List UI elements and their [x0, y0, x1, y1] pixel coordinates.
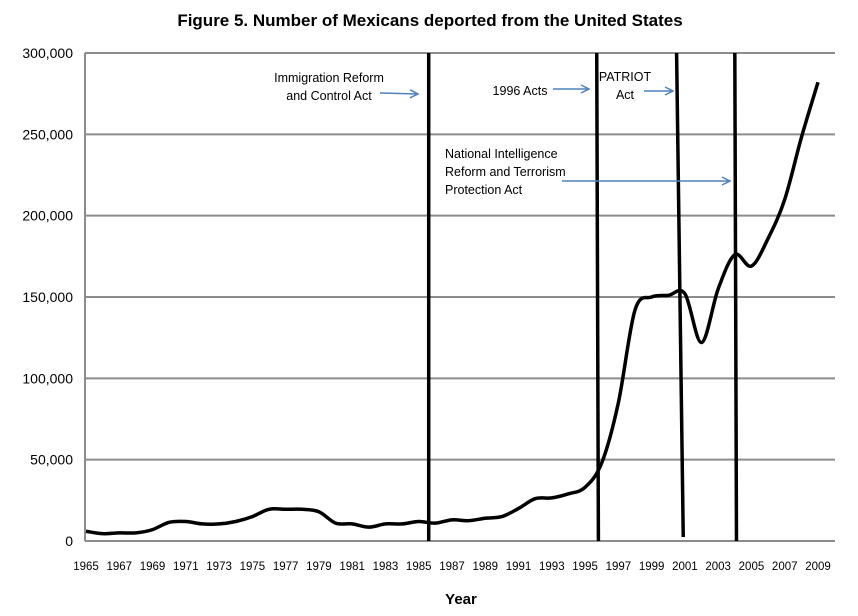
x-tick-label: 1977 — [273, 561, 299, 573]
event-line — [674, 52, 685, 538]
x-tick-label: 1991 — [506, 561, 532, 573]
x-tick-label: 1983 — [373, 561, 399, 573]
annotation-label: Act — [616, 88, 635, 102]
y-tick-label: 250,000 — [22, 126, 73, 142]
x-tick-label: 1967 — [106, 561, 132, 573]
annotation-label: 1996 Acts — [493, 84, 548, 98]
annotation-label: Immigration Reform — [274, 71, 384, 85]
annotation-label: PATRIOT — [599, 70, 652, 84]
x-tick-label: 1993 — [539, 561, 565, 573]
x-tick-label: 2001 — [672, 561, 698, 573]
x-tick-label: 1981 — [339, 561, 365, 573]
x-tick-label: 1989 — [472, 561, 498, 573]
x-tick-label: 1973 — [206, 561, 232, 573]
x-tick-label: 1997 — [606, 561, 632, 573]
y-tick-label: 50,000 — [30, 452, 73, 468]
x-tick-label: 1971 — [173, 561, 199, 573]
x-tick-label: 1979 — [306, 561, 332, 573]
y-tick-label: 100,000 — [22, 370, 73, 386]
annotation-label: Reform and Terrorism — [445, 165, 566, 179]
x-tick-label: 1969 — [140, 561, 166, 573]
x-tick-label: 2007 — [772, 561, 798, 573]
y-axis: 0 50,000 100,000 150,000 200,000 250,000 300,0… — [22, 45, 73, 549]
chart-title: Figure 5. Number of Mexicans deported fr… — [177, 11, 682, 30]
x-tick-label: 2005 — [739, 561, 765, 573]
x-tick-label: 2003 — [705, 561, 731, 573]
x-tick-label: 1999 — [639, 561, 665, 573]
annotation-arrow — [379, 93, 418, 94]
y-tick-label: 0 — [65, 533, 73, 549]
x-tick-label: 1987 — [439, 561, 465, 573]
annotation-label: National Intelligence — [445, 147, 558, 161]
x-tick-label: 1995 — [572, 561, 598, 573]
annotation-label: and Control Act — [286, 89, 372, 103]
x-tick-label: 1985 — [406, 561, 432, 573]
y-tick-label: 200,000 — [22, 208, 73, 224]
grid — [84, 52, 835, 542]
y-tick-label: 150,000 — [22, 289, 73, 305]
series-line — [85, 81, 820, 536]
annotations: Immigration Reform and Control Act 1996 Ac… — [274, 70, 730, 197]
event-line — [733, 52, 739, 542]
x-tick-label: 2009 — [805, 561, 831, 573]
x-tick-label: 1965 — [73, 561, 99, 573]
x-tick-label: 1975 — [240, 561, 266, 573]
event-lines — [426, 52, 739, 542]
x-axis: 1965 1967 1969 1971 1973 1975 1977 1979 1981 1983… — [73, 561, 831, 573]
annotation-label: Protection Act — [445, 183, 523, 197]
y-tick-label: 300,000 — [22, 45, 73, 61]
x-axis-label: Year — [445, 591, 477, 608]
event-line — [594, 52, 601, 542]
